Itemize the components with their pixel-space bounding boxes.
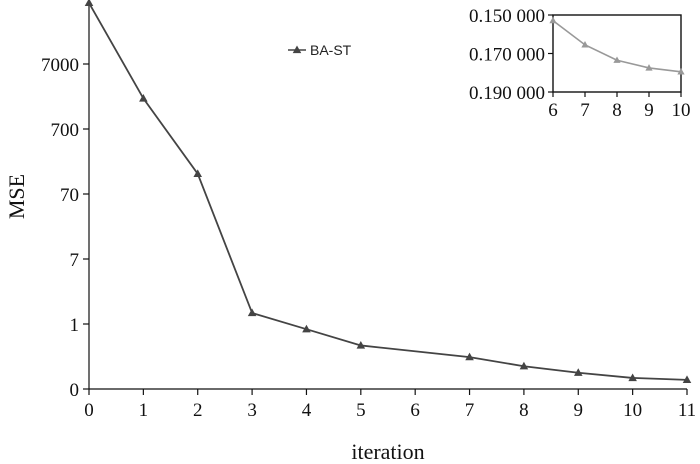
inset-y-tick-label: 0.170 000: [469, 45, 545, 66]
inset-data-point: [613, 56, 621, 63]
main-x-ticks: 0 1 2 3 4 5 6 7 8 9 10 11: [84, 389, 696, 421]
y-axis-title: MSE: [4, 174, 29, 219]
x-tick-label: 9: [574, 400, 584, 421]
y-tick-label: 7: [70, 250, 80, 271]
inset-series-markers: [549, 16, 685, 75]
data-point: [193, 169, 203, 177]
x-axis-title: iteration: [351, 439, 424, 464]
inset-x-tick-label: 10: [672, 100, 691, 121]
data-point: [139, 93, 148, 102]
main-y-ticks: 0 1 7 70 700 7000: [41, 55, 89, 401]
data-point: [573, 368, 583, 376]
inset-y-ticks: 0.150 000 0.170 000 0.190 000: [469, 6, 553, 104]
inset-x-tick-label: 7: [580, 100, 590, 121]
inset-frame: [552, 14, 682, 93]
inset-data-point: [581, 41, 589, 48]
x-tick-label: 11: [678, 400, 696, 421]
legend-label-ba-st: BA-ST: [310, 42, 352, 58]
legend: BA-ST: [288, 42, 352, 58]
inset-x-tick-label: 8: [612, 100, 622, 121]
data-point: [84, 0, 94, 7]
x-tick-label: 1: [139, 400, 149, 421]
legend-marker-triangle: [292, 45, 302, 54]
y-tick-label: 70: [60, 185, 79, 206]
x-tick-label: 7: [465, 400, 475, 421]
data-point: [519, 361, 529, 370]
x-tick-label: 8: [519, 400, 529, 421]
inset-x-tick-label: 6: [548, 100, 558, 121]
main-plot: 0 1 2 3 4 5 6 7 8 9 10 11 0 1 7 70 700 7000 iteration MS…: [4, 0, 696, 464]
inset-data-point: [677, 67, 685, 75]
x-tick-label: 3: [247, 400, 257, 421]
x-tick-label: 10: [623, 400, 642, 421]
data-point: [356, 340, 366, 349]
y-tick-label: 0: [70, 380, 80, 401]
inset-x-tick-label: 9: [644, 100, 654, 121]
x-tick-label: 6: [410, 400, 420, 421]
inset-data-point: [645, 64, 653, 71]
data-point: [247, 308, 257, 317]
y-tick-label: 1: [70, 315, 80, 336]
data-point: [682, 375, 692, 384]
inset-y-tick-label: 0.150 000: [469, 6, 545, 27]
x-tick-label: 0: [84, 400, 94, 421]
inset-data-point: [549, 16, 557, 24]
inset-x-ticks: 6 7 8 9 10: [548, 92, 691, 121]
data-point: [302, 324, 311, 333]
series-markers-ba-st: [84, 0, 692, 384]
data-point: [465, 352, 474, 361]
x-tick-label: 5: [356, 400, 366, 421]
data-point: [628, 373, 637, 382]
x-tick-label: 2: [193, 400, 203, 421]
x-tick-label: 4: [302, 400, 312, 421]
inset-y-tick-label: 0.190 000: [469, 83, 545, 104]
inset-chart: 6 7 8 9 10 0.150 000 0.170 000 0.190 000: [469, 6, 691, 121]
y-tick-label: 7000: [41, 55, 79, 76]
y-tick-label: 700: [51, 120, 80, 141]
